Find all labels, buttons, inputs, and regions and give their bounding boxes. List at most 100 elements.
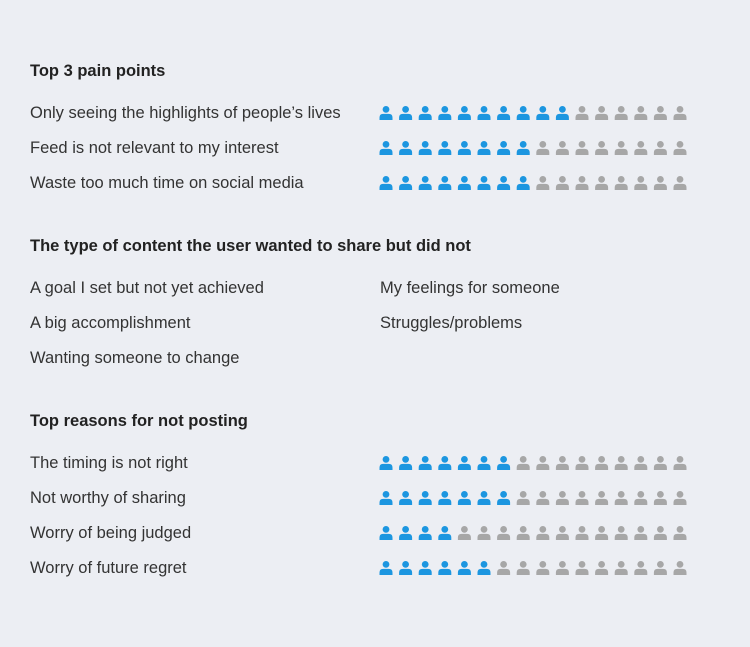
reason-row: Not worthy of sharing [30, 486, 710, 510]
person-icon-empty [614, 561, 628, 575]
reason-icons [379, 526, 687, 540]
pain-point-label: Only seeing the highlights of people’s l… [30, 104, 341, 122]
person-icon-filled [379, 561, 393, 575]
person-icon-empty [457, 526, 471, 540]
person-icon-filled [399, 141, 413, 155]
person-icon-empty [634, 456, 648, 470]
person-icon-filled [497, 491, 511, 505]
person-icon-filled [477, 491, 491, 505]
person-icon-filled [457, 456, 471, 470]
person-icon-empty [555, 456, 569, 470]
person-icon-empty [653, 561, 667, 575]
person-icon-filled [457, 561, 471, 575]
person-icon-filled [477, 561, 491, 575]
person-icon-empty [653, 106, 667, 120]
reason-icons [379, 456, 687, 470]
reason-row: The timing is not right [30, 451, 710, 475]
pain-points-title: Top 3 pain points [30, 62, 166, 80]
reason-icons [379, 561, 687, 575]
person-icon-empty [614, 456, 628, 470]
person-icon-filled [379, 176, 393, 190]
person-icon-filled [399, 176, 413, 190]
person-icon-filled [379, 491, 393, 505]
person-icon-empty [555, 526, 569, 540]
person-icon-filled [516, 176, 530, 190]
person-icon-filled [438, 561, 452, 575]
person-icon-empty [653, 456, 667, 470]
person-icon-filled [457, 106, 471, 120]
person-icon-empty [536, 176, 550, 190]
person-icon-filled [418, 561, 432, 575]
person-icon-empty [575, 176, 589, 190]
person-icon-filled [497, 456, 511, 470]
person-icon-filled [399, 491, 413, 505]
person-icon-empty [477, 526, 491, 540]
person-icon-filled [555, 106, 569, 120]
person-icon-empty [614, 491, 628, 505]
person-icon-empty [497, 561, 511, 575]
person-icon-row [379, 141, 687, 155]
person-icon-filled [497, 141, 511, 155]
pain-point-label: Waste too much time on social media [30, 174, 304, 192]
person-icon-empty [614, 141, 628, 155]
person-icon-empty [536, 561, 550, 575]
person-icon-filled [497, 106, 511, 120]
person-icon-empty [634, 561, 648, 575]
person-icon-empty [516, 491, 530, 505]
person-icon-empty [555, 141, 569, 155]
person-icon-filled [399, 526, 413, 540]
person-icon-row [379, 106, 687, 120]
person-icon-empty [634, 141, 648, 155]
person-icon-filled [477, 141, 491, 155]
person-icon-empty [575, 526, 589, 540]
person-icon-filled [497, 176, 511, 190]
person-icon-row [379, 561, 687, 575]
person-icon-empty [536, 491, 550, 505]
person-icon-empty [673, 526, 687, 540]
reason-label: The timing is not right [30, 454, 188, 472]
person-icon-filled [536, 106, 550, 120]
person-icon-empty [536, 141, 550, 155]
person-icon-empty [555, 176, 569, 190]
reason-row: Worry of future regret [30, 556, 710, 580]
pain-point-icons [379, 176, 687, 190]
person-icon-filled [457, 141, 471, 155]
person-icon-empty [653, 141, 667, 155]
person-icon-filled [457, 176, 471, 190]
person-icon-filled [379, 106, 393, 120]
person-icon-filled [457, 491, 471, 505]
reason-icons [379, 491, 687, 505]
person-icon-filled [438, 526, 452, 540]
person-icon-empty [555, 491, 569, 505]
content-type-item: A big accomplishment [30, 314, 191, 332]
person-icon-empty [653, 491, 667, 505]
person-icon-empty [634, 176, 648, 190]
person-icon-empty [595, 141, 609, 155]
reason-label: Worry of future regret [30, 559, 187, 577]
person-icon-empty [595, 106, 609, 120]
person-icon-empty [516, 526, 530, 540]
person-icon-empty [516, 456, 530, 470]
person-icon-row [379, 456, 687, 470]
person-icon-empty [595, 561, 609, 575]
person-icon-filled [516, 106, 530, 120]
person-icon-empty [614, 106, 628, 120]
person-icon-empty [614, 526, 628, 540]
reason-row: Worry of being judged [30, 521, 710, 545]
person-icon-filled [379, 526, 393, 540]
person-icon-empty [673, 561, 687, 575]
person-icon-filled [477, 176, 491, 190]
pain-point-row: Only seeing the highlights of people’s l… [30, 101, 710, 125]
person-icon-filled [379, 456, 393, 470]
person-icon-filled [399, 561, 413, 575]
reason-label: Worry of being judged [30, 524, 192, 542]
person-icon-empty [673, 176, 687, 190]
pain-point-row: Waste too much time on social media [30, 171, 710, 195]
person-icon-empty [595, 176, 609, 190]
person-icon-empty [673, 106, 687, 120]
pain-point-label: Feed is not relevant to my interest [30, 139, 279, 157]
person-icon-empty [516, 561, 530, 575]
content-type-item: Struggles/problems [380, 314, 523, 332]
person-icon-empty [575, 561, 589, 575]
